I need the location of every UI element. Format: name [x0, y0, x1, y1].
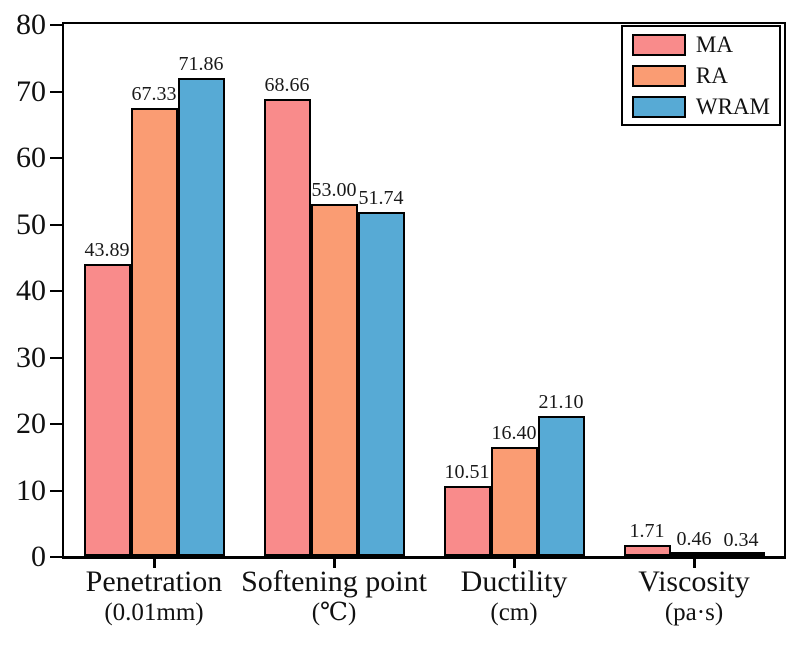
bar-value-label: 0.34 [723, 529, 759, 551]
y-tick-mark [50, 423, 62, 425]
x-category-label: Viscosity (pa·s) [574, 566, 796, 628]
x-category-name: Ductility [460, 565, 568, 598]
bar-value-label: 10.51 [444, 461, 490, 483]
bar-value-label: 43.89 [84, 239, 130, 261]
y-tick-label: 50 [16, 207, 46, 241]
x-tick-mark [692, 559, 696, 568]
bar-RA-2 [490, 447, 538, 556]
bar-WRAM-2 [537, 416, 585, 556]
legend-label: WRAM [695, 94, 770, 119]
y-tick-label: 10 [16, 473, 46, 507]
x-category-name: Softening point [241, 565, 427, 598]
x-category-unit: (pa·s) [664, 599, 724, 626]
y-tick-label: 20 [16, 407, 46, 440]
bar-MA-0 [83, 264, 131, 556]
bar-value-label: 51.74 [358, 187, 404, 209]
y-tick-label: 70 [16, 74, 46, 108]
bar-RA-3 [670, 552, 718, 556]
x-tick-mark [152, 559, 156, 568]
legend-item-WRAM: WRAM [631, 94, 770, 119]
y-tick-mark [50, 556, 62, 558]
y-tick-mark [50, 157, 62, 159]
x-category-label: Penetration (0.01mm) [34, 566, 274, 628]
bar-value-label: 67.33 [131, 83, 177, 105]
y-tick-mark [50, 90, 62, 93]
y-tick-label: 80 [16, 8, 46, 41]
x-category-label: Ductility (cm) [394, 566, 634, 628]
bar-value-label: 0.46 [676, 528, 712, 550]
legend-swatch [631, 33, 686, 56]
x-category-unit: (cm) [490, 599, 538, 626]
bar-WRAM-0 [177, 78, 225, 556]
bar-MA-2 [443, 486, 491, 556]
y-tick-mark [50, 24, 62, 26]
bar-RA-0 [130, 108, 178, 556]
x-category-unit: (0.01mm) [104, 599, 204, 626]
bar-MA-3 [623, 545, 671, 556]
bar-value-label: 53.00 [311, 179, 357, 201]
legend: MA RA WRAM [620, 25, 781, 126]
legend-swatch [631, 64, 686, 87]
bar-value-label: 16.40 [491, 422, 537, 444]
x-category-unit: (℃) [311, 599, 357, 626]
x-category-label: Softening point (℃) [214, 566, 454, 628]
bar-MA-1 [263, 99, 311, 556]
legend-label: RA [695, 63, 728, 88]
y-tick-mark [50, 290, 62, 292]
bar-WRAM-3 [717, 552, 765, 556]
x-tick-mark [332, 559, 336, 568]
y-tick-label: 60 [16, 141, 46, 174]
legend-label: MA [695, 32, 733, 57]
y-tick-mark [50, 356, 62, 359]
y-tick-label: 40 [16, 274, 46, 307]
x-category-name: Penetration [85, 565, 223, 598]
y-tick-label: 0 [31, 540, 46, 573]
legend-item-MA: MA [631, 32, 770, 57]
y-tick-mark [50, 223, 62, 226]
plot-area: MA RA WRAM 43.89 68.66 10.51 1.71 67.33 53.00 16… [62, 22, 786, 559]
bar-WRAM-1 [357, 212, 405, 556]
bar-value-label: 1.71 [629, 520, 665, 542]
x-category-name: Viscosity [638, 565, 750, 598]
x-tick-mark [512, 559, 516, 568]
bar-value-label: 68.66 [264, 74, 310, 96]
legend-item-RA: RA [631, 63, 770, 88]
bar-RA-1 [310, 204, 358, 556]
bar-value-label: 71.86 [178, 53, 224, 75]
legend-swatch [631, 95, 686, 118]
y-tick-mark [50, 489, 62, 492]
bar-value-label: 21.10 [538, 391, 584, 413]
y-tick-label: 30 [16, 340, 46, 374]
